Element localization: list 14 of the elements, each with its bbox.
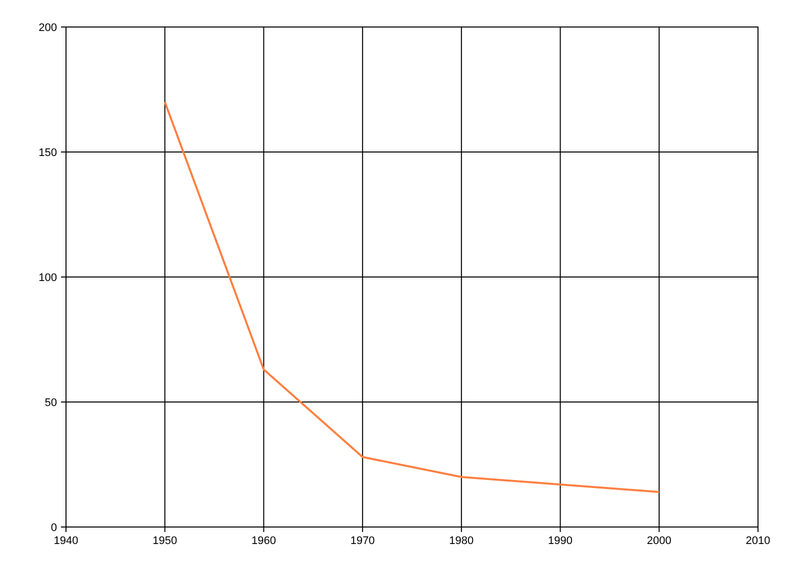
y-tick-label: 200 [38, 22, 57, 34]
x-tick-label: 1950 [152, 535, 178, 547]
y-tick-label: 100 [38, 272, 57, 284]
x-tick-label: 2010 [746, 535, 770, 547]
x-tick-label: 1970 [350, 535, 375, 547]
x-tick-label: 1980 [449, 535, 474, 547]
y-tick-label: 0 [50, 522, 57, 534]
x-tick-label: 1990 [548, 535, 573, 547]
x-tick-label: 1940 [54, 535, 78, 547]
line-series [164, 101, 660, 493]
x-tick-label: 1960 [251, 535, 276, 547]
y-tick-label: 50 [44, 397, 57, 409]
y-tick-label: 150 [38, 147, 57, 159]
x-tick-label: 2000 [646, 535, 672, 547]
